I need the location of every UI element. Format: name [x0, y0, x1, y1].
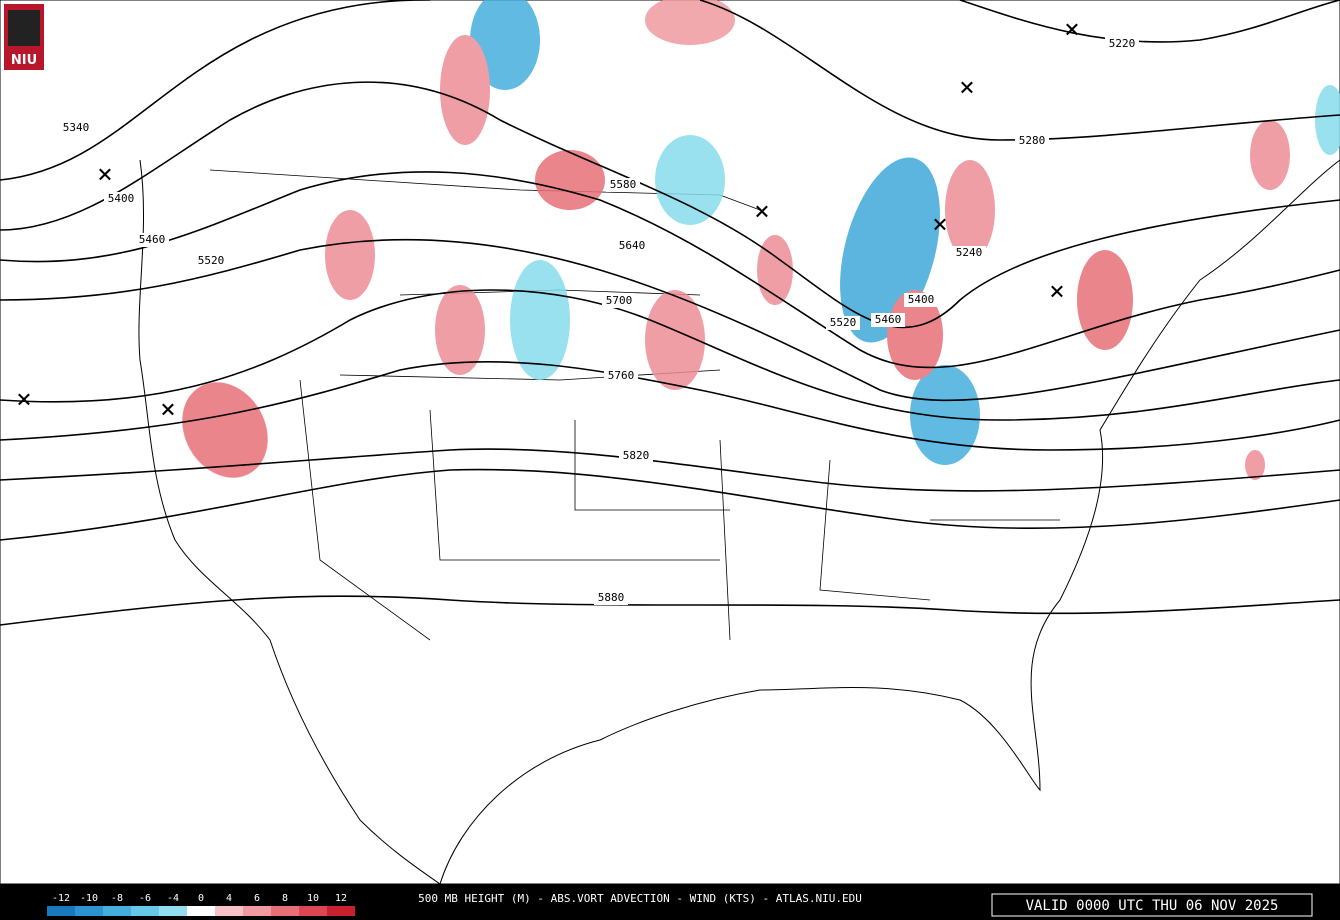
label-backdrop	[594, 591, 628, 605]
colorbar-swatch	[327, 906, 355, 916]
label-backdrop	[135, 233, 169, 247]
height-label: 5820	[623, 449, 650, 462]
colorbar-swatch	[271, 906, 299, 916]
low-markers: × × × × × × × ×	[16, 15, 1080, 425]
label-backdrop	[619, 449, 653, 463]
colorbar-swatch	[131, 906, 159, 916]
svg-text:×: ×	[1049, 277, 1065, 307]
colorbar-label: 12	[335, 893, 347, 904]
colorbar-swatch	[215, 906, 243, 916]
colorbar-swatch	[75, 906, 103, 916]
height-label: 5400	[108, 192, 135, 205]
colorbar-swatch	[47, 906, 75, 916]
label-backdrop	[1015, 134, 1049, 148]
colorbar-label: 4	[226, 893, 232, 904]
svg-text:×: ×	[16, 385, 32, 415]
height-label: 5240	[956, 246, 983, 259]
geography	[138, 159, 1340, 885]
height-label: 5280	[1019, 134, 1046, 147]
colorbar-label: -6	[139, 893, 151, 904]
colorbar-swatch	[243, 906, 271, 916]
height-label: 5460	[139, 233, 166, 246]
height-labels: 5220 5280 5340 5400 5460 5520 5580 5640 5700 5760…	[59, 37, 1139, 605]
label-backdrop	[606, 178, 640, 192]
height-label: 5520	[830, 316, 857, 329]
colorbar-swatch	[187, 906, 215, 916]
label-backdrop	[826, 316, 860, 330]
colorbar-label: -4	[167, 893, 179, 904]
colorbar-swatch	[299, 906, 327, 916]
height-label: 5400	[908, 293, 935, 306]
colorbar-swatch	[103, 906, 131, 916]
svg-text:×: ×	[754, 197, 770, 227]
label-backdrop	[952, 246, 986, 260]
label-backdrop	[194, 254, 228, 268]
colorbar: -12 -10 -8 -6 -4 0 4 6 8 10 12	[47, 893, 355, 916]
height-label: 5760	[608, 369, 635, 382]
label-backdrop	[604, 369, 638, 383]
height-contours	[0, 0, 1340, 626]
colorbar-label: 0	[198, 893, 204, 904]
label-backdrop	[615, 239, 649, 253]
label-backdrop	[871, 313, 905, 327]
colorbar-label: -12	[52, 893, 70, 904]
height-label: 5640	[619, 239, 646, 252]
height-label: 5220	[1109, 37, 1136, 50]
label-backdrop	[59, 121, 93, 135]
vorticity-advection	[182, 0, 1340, 480]
colorbar-label: -10	[80, 893, 98, 904]
svg-text:×: ×	[160, 395, 176, 425]
logo-text: NIU	[11, 53, 37, 68]
height-label: 5460	[875, 313, 902, 326]
height-label: 5880	[598, 591, 625, 604]
label-backdrop	[904, 293, 938, 307]
colorbar-label: 10	[307, 893, 319, 904]
svg-text:×: ×	[97, 160, 113, 190]
svg-text:×: ×	[932, 210, 948, 240]
height-label: 5580	[610, 178, 637, 191]
valid-time: VALID 0000 UTC THU 06 NOV 2025	[1026, 898, 1279, 914]
colorbar-swatch	[159, 906, 187, 916]
footer-title: 500 MB HEIGHT (M) - ABS.VORT ADVECTION -…	[418, 892, 862, 905]
height-label: 5700	[606, 294, 633, 307]
colorbar-label: -8	[111, 893, 123, 904]
label-backdrop	[1105, 37, 1139, 51]
height-label: 5340	[63, 121, 90, 134]
logo: NIU	[4, 4, 44, 70]
svg-text:×: ×	[1064, 15, 1080, 45]
valid-box	[991, 893, 1313, 917]
label-backdrop	[104, 192, 138, 206]
colorbar-label: 6	[254, 893, 260, 904]
label-backdrop	[602, 294, 636, 308]
height-label: 5520	[198, 254, 225, 267]
colorbar-label: 8	[282, 893, 288, 904]
svg-text:×: ×	[959, 73, 975, 103]
